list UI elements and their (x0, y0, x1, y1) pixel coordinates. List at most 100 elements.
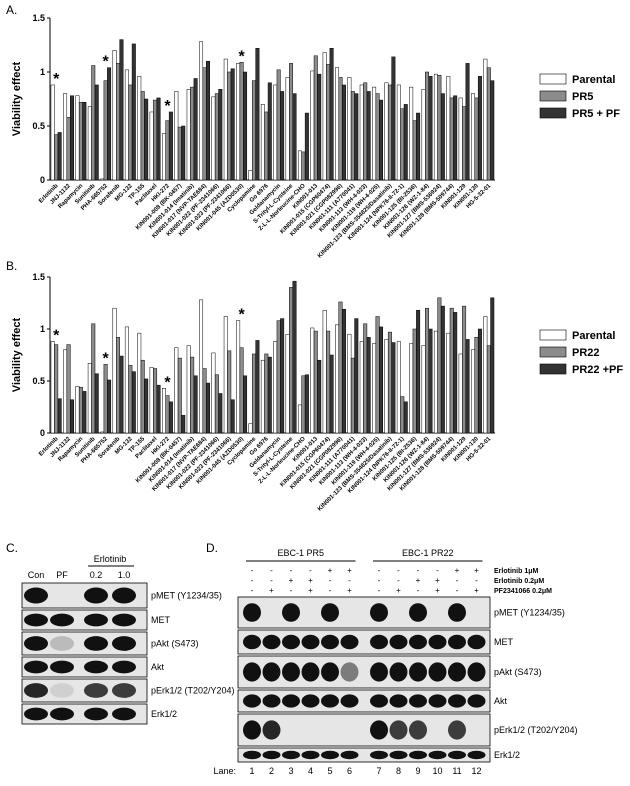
band (282, 634, 300, 650)
bar (82, 391, 87, 434)
bar (273, 84, 278, 181)
treatment-sign: - (329, 586, 332, 595)
treatment-sign: + (269, 586, 274, 595)
bar (412, 328, 417, 434)
lane-number: 7 (376, 766, 381, 776)
y-tick-label: 0.5 (32, 121, 45, 131)
band (262, 750, 281, 760)
row-label: pAkt (S473) (151, 639, 199, 649)
bar (313, 330, 318, 434)
band (24, 636, 48, 651)
lane-header: Con (28, 570, 45, 580)
bar (416, 310, 421, 434)
bar (264, 111, 269, 181)
bar (425, 307, 429, 434)
bar (193, 375, 198, 434)
bar (449, 97, 454, 181)
legend-swatch (539, 107, 567, 119)
band (24, 707, 48, 721)
treatment-sign: + (455, 566, 460, 575)
bar (453, 312, 458, 434)
band (448, 694, 466, 708)
bar (322, 310, 327, 434)
bar (446, 76, 451, 181)
band (340, 750, 359, 760)
bar (75, 95, 80, 181)
bar (280, 91, 285, 181)
treatment-sign: - (329, 576, 332, 585)
y-tick-label: 1.5 (32, 13, 45, 23)
bar (137, 76, 142, 181)
legend-label: Parental (572, 74, 615, 86)
treatment-sign: + (289, 576, 294, 585)
blot-strip (237, 689, 491, 713)
band (282, 694, 300, 708)
row-label: pErk1/2 (T202/Y204) (494, 725, 578, 735)
bar (202, 368, 207, 434)
bar (375, 93, 380, 181)
bar (82, 101, 87, 181)
treatment-sign: - (397, 576, 400, 585)
treatment-sign: + (435, 586, 440, 595)
bar (396, 84, 401, 181)
treatment-sign: + (328, 566, 333, 575)
bar (205, 60, 210, 181)
bar (449, 307, 454, 434)
bar (168, 401, 173, 434)
treatment-sign: - (378, 576, 381, 585)
band (282, 603, 300, 622)
bar (227, 350, 232, 434)
bar (462, 305, 467, 434)
bar (119, 355, 124, 434)
y-tick-label: 1 (40, 324, 45, 334)
band (112, 660, 136, 674)
bar (112, 50, 117, 181)
legend-label: PR5 + PF (572, 108, 620, 120)
bar (483, 58, 488, 181)
bar (165, 120, 170, 181)
bar (400, 396, 405, 434)
band (428, 694, 447, 708)
treatment-sign: + (474, 586, 479, 595)
bar (359, 84, 364, 181)
treatment-sign: - (397, 566, 400, 575)
bar (396, 341, 401, 434)
y-axis-label: Viability effect (11, 61, 23, 136)
bar (471, 349, 475, 434)
bar (335, 67, 340, 181)
treatment-sign: - (348, 576, 351, 585)
bar (149, 111, 154, 181)
band (389, 720, 408, 740)
bar (153, 368, 158, 434)
bar (379, 326, 384, 434)
bar (372, 343, 377, 434)
bar (322, 52, 327, 181)
lane-header: 0.2 (90, 570, 103, 580)
band (301, 750, 320, 760)
bar (453, 95, 458, 181)
band (321, 694, 339, 708)
band (321, 634, 339, 650)
bar (199, 299, 204, 434)
bar (366, 337, 371, 434)
bar (124, 326, 129, 434)
band (112, 613, 136, 627)
band (409, 720, 427, 740)
bar (214, 93, 219, 181)
bar (425, 71, 429, 181)
bar (280, 318, 285, 434)
treatment-sign: - (417, 566, 420, 575)
bar (437, 74, 442, 181)
annotation: * (53, 71, 60, 88)
lane-number: 12 (471, 766, 481, 776)
bar (94, 373, 99, 434)
bar (440, 93, 445, 181)
group-label: EBC-1 PR5 (277, 548, 324, 558)
legend-label: PR5 (572, 91, 593, 103)
treatment-sign: + (416, 576, 421, 585)
y-tick-label: 1 (40, 67, 45, 77)
bar (379, 99, 384, 181)
bar (477, 328, 482, 434)
row-label: pErk1/2 (T202/Y204) (151, 686, 235, 696)
bar (124, 69, 129, 181)
